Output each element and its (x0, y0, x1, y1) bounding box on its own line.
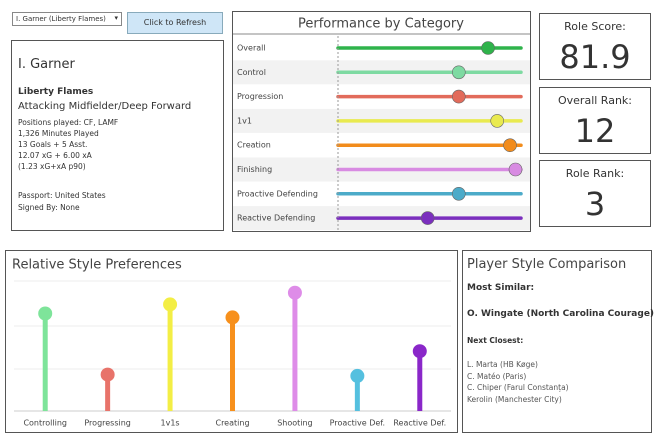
dot (100, 367, 115, 382)
next-player: Kerolin (Manchester City) (467, 394, 562, 404)
extra-line: Signed By: None (18, 203, 80, 212)
row-label: 1v1 (237, 116, 252, 125)
most-similar-label: Most Similar: (467, 283, 535, 293)
x-tick-label: Progressing (84, 419, 131, 428)
x-tick-label: Reactive Def. (393, 419, 446, 428)
extra-line: Passport: United States (18, 191, 106, 200)
row-label: Proactive Defending (237, 189, 318, 198)
x-tick-label: Shooting (277, 419, 312, 428)
dot (508, 162, 523, 177)
row-label: Creation (237, 141, 271, 150)
next-list: L. Marta (HB Køge) C. Matéo (Paris) C. Chi… (467, 359, 569, 405)
score-value: 12 (574, 112, 616, 150)
next-label: Next Closest: (467, 336, 524, 345)
detail-line: (1.23 xG+xA p90) (18, 162, 86, 171)
chart-title: Performance by Category (298, 17, 464, 32)
next-player: C. Chiper (Farul Constanța) (467, 383, 569, 392)
dot (451, 89, 466, 104)
detail-line: Positions played: CF, LAMF (18, 118, 119, 127)
chart-title: Relative Style Preferences (12, 258, 182, 273)
dot (225, 310, 240, 325)
refresh-button[interactable]: Click to Refresh (127, 12, 223, 34)
performance-chart: Performance by Category Overall Control Pr… (233, 17, 530, 231)
detail-line: 1,326 Minutes Played (18, 129, 99, 138)
player-name: I. Garner (18, 57, 75, 72)
dropdown-arrow: ▾ (114, 14, 118, 22)
dot (481, 41, 495, 55)
score-card: Overall Rank: 12 (539, 87, 651, 154)
dot (503, 138, 517, 152)
row-label: Control (237, 68, 266, 77)
row-label: Overall (237, 44, 266, 53)
x-tick-label: Creating (215, 419, 249, 428)
score-label: Role Rank: (565, 167, 625, 180)
dot (451, 65, 466, 80)
dot (163, 297, 178, 312)
dot (490, 114, 505, 128)
x-tick-label: Proactive Def. (330, 419, 385, 428)
player-extra: Passport: United States Signed By: None (18, 190, 106, 214)
score-value: 3 (584, 185, 606, 223)
player-team: Liberty Flames (18, 87, 94, 97)
player-panel: I. Garner Liberty Flames Attacking Midfi… (11, 40, 224, 231)
dot (451, 187, 466, 201)
dot (350, 368, 365, 383)
detail-line: 12.07 xG + 6.00 xA (18, 151, 92, 160)
player-dropdown[interactable]: I. Garner (Liberty Flames) ▾ (12, 12, 122, 26)
x-tick-label: 1v1s (161, 419, 180, 428)
score-value: 81.9 (559, 38, 631, 76)
row-label: Finishing (237, 165, 272, 174)
dot (287, 285, 302, 300)
dropdown-text: I. Garner (Liberty Flames) (16, 15, 106, 23)
x-tick-label: Controlling (23, 419, 67, 428)
score-label: Role Score: (564, 20, 626, 33)
dot (420, 211, 435, 225)
dot (38, 306, 53, 321)
score-card: Role Rank: 3 (539, 160, 651, 227)
style-panel: Relative Style Preferences Controlling Pr… (5, 250, 458, 433)
next-player: C. Matéo (Paris) (467, 371, 527, 381)
dot (412, 344, 427, 359)
score-label: Overall Rank: (558, 94, 632, 107)
performance-panel: Performance by Category Overall Control Pr… (232, 11, 531, 232)
player-details: Positions played: CF, LAMF 1,326 Minutes … (18, 117, 118, 172)
score-card: Role Score: 81.9 (539, 13, 651, 80)
next-player: L. Marta (HB Køge) (467, 360, 538, 369)
comparison-panel: Player Style Comparison Most Similar: O.… (462, 250, 655, 433)
row-label: Progression (237, 92, 283, 101)
player-role: Attacking Midfielder/Deep Forward (18, 101, 192, 112)
style-chart: Relative Style Preferences Controlling Pr… (12, 258, 451, 428)
comparison-title: Player Style Comparison (467, 257, 627, 272)
most-similar: O. Wingate (North Carolina Courage) (467, 309, 655, 319)
detail-line: 13 Goals + 5 Asst. (18, 140, 88, 149)
row-label: Reactive Defending (237, 214, 315, 223)
